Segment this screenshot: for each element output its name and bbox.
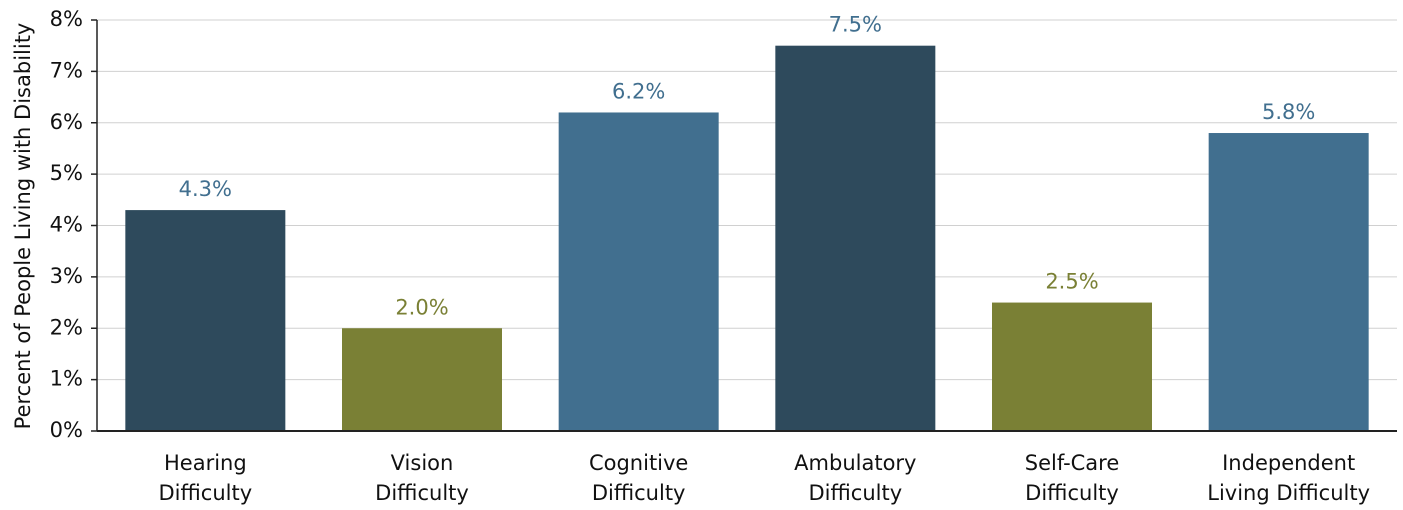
x-tick-label: Living Difficulty xyxy=(1207,481,1370,505)
bar xyxy=(342,328,502,431)
bar xyxy=(992,302,1152,431)
value-label: 2.0% xyxy=(395,295,448,319)
bar xyxy=(558,112,719,431)
x-tick-label: Difficulty xyxy=(375,481,469,505)
y-tick-label: 8% xyxy=(50,7,83,31)
y-tick-label: 1% xyxy=(50,367,83,391)
y-tick-label: 2% xyxy=(50,315,83,339)
y-tick-label: 6% xyxy=(50,110,83,134)
y-axis-title: Percent of People Living with Disability xyxy=(11,23,35,430)
y-tick-label: 3% xyxy=(50,264,83,288)
value-label: 6.2% xyxy=(612,79,665,103)
bar xyxy=(1208,133,1369,431)
bar xyxy=(125,210,286,431)
x-tick-label: Cognitive xyxy=(589,451,688,475)
value-label: 7.5% xyxy=(829,13,882,37)
bar xyxy=(775,45,936,431)
value-label: 2.5% xyxy=(1045,270,1098,294)
y-tick-label: 0% xyxy=(50,418,83,442)
x-tick-label: Vision xyxy=(391,451,454,475)
x-tick-label: Difficulty xyxy=(1025,481,1119,505)
y-tick-label: 4% xyxy=(50,213,83,237)
x-tick-label: Difficulty xyxy=(592,481,686,505)
value-label: 5.8% xyxy=(1262,100,1315,124)
x-tick-label: Difficulty xyxy=(808,481,902,505)
x-tick-label: Difficulty xyxy=(158,481,252,505)
x-tick-label: Ambulatory xyxy=(794,451,916,475)
x-tick-label: Independent xyxy=(1222,451,1355,475)
value-label: 4.3% xyxy=(179,177,232,201)
x-tick-label: Hearing xyxy=(164,451,247,475)
y-tick-label: 5% xyxy=(50,161,83,185)
x-tick-label: Self-Care xyxy=(1025,451,1120,475)
y-tick-label: 7% xyxy=(50,58,83,82)
